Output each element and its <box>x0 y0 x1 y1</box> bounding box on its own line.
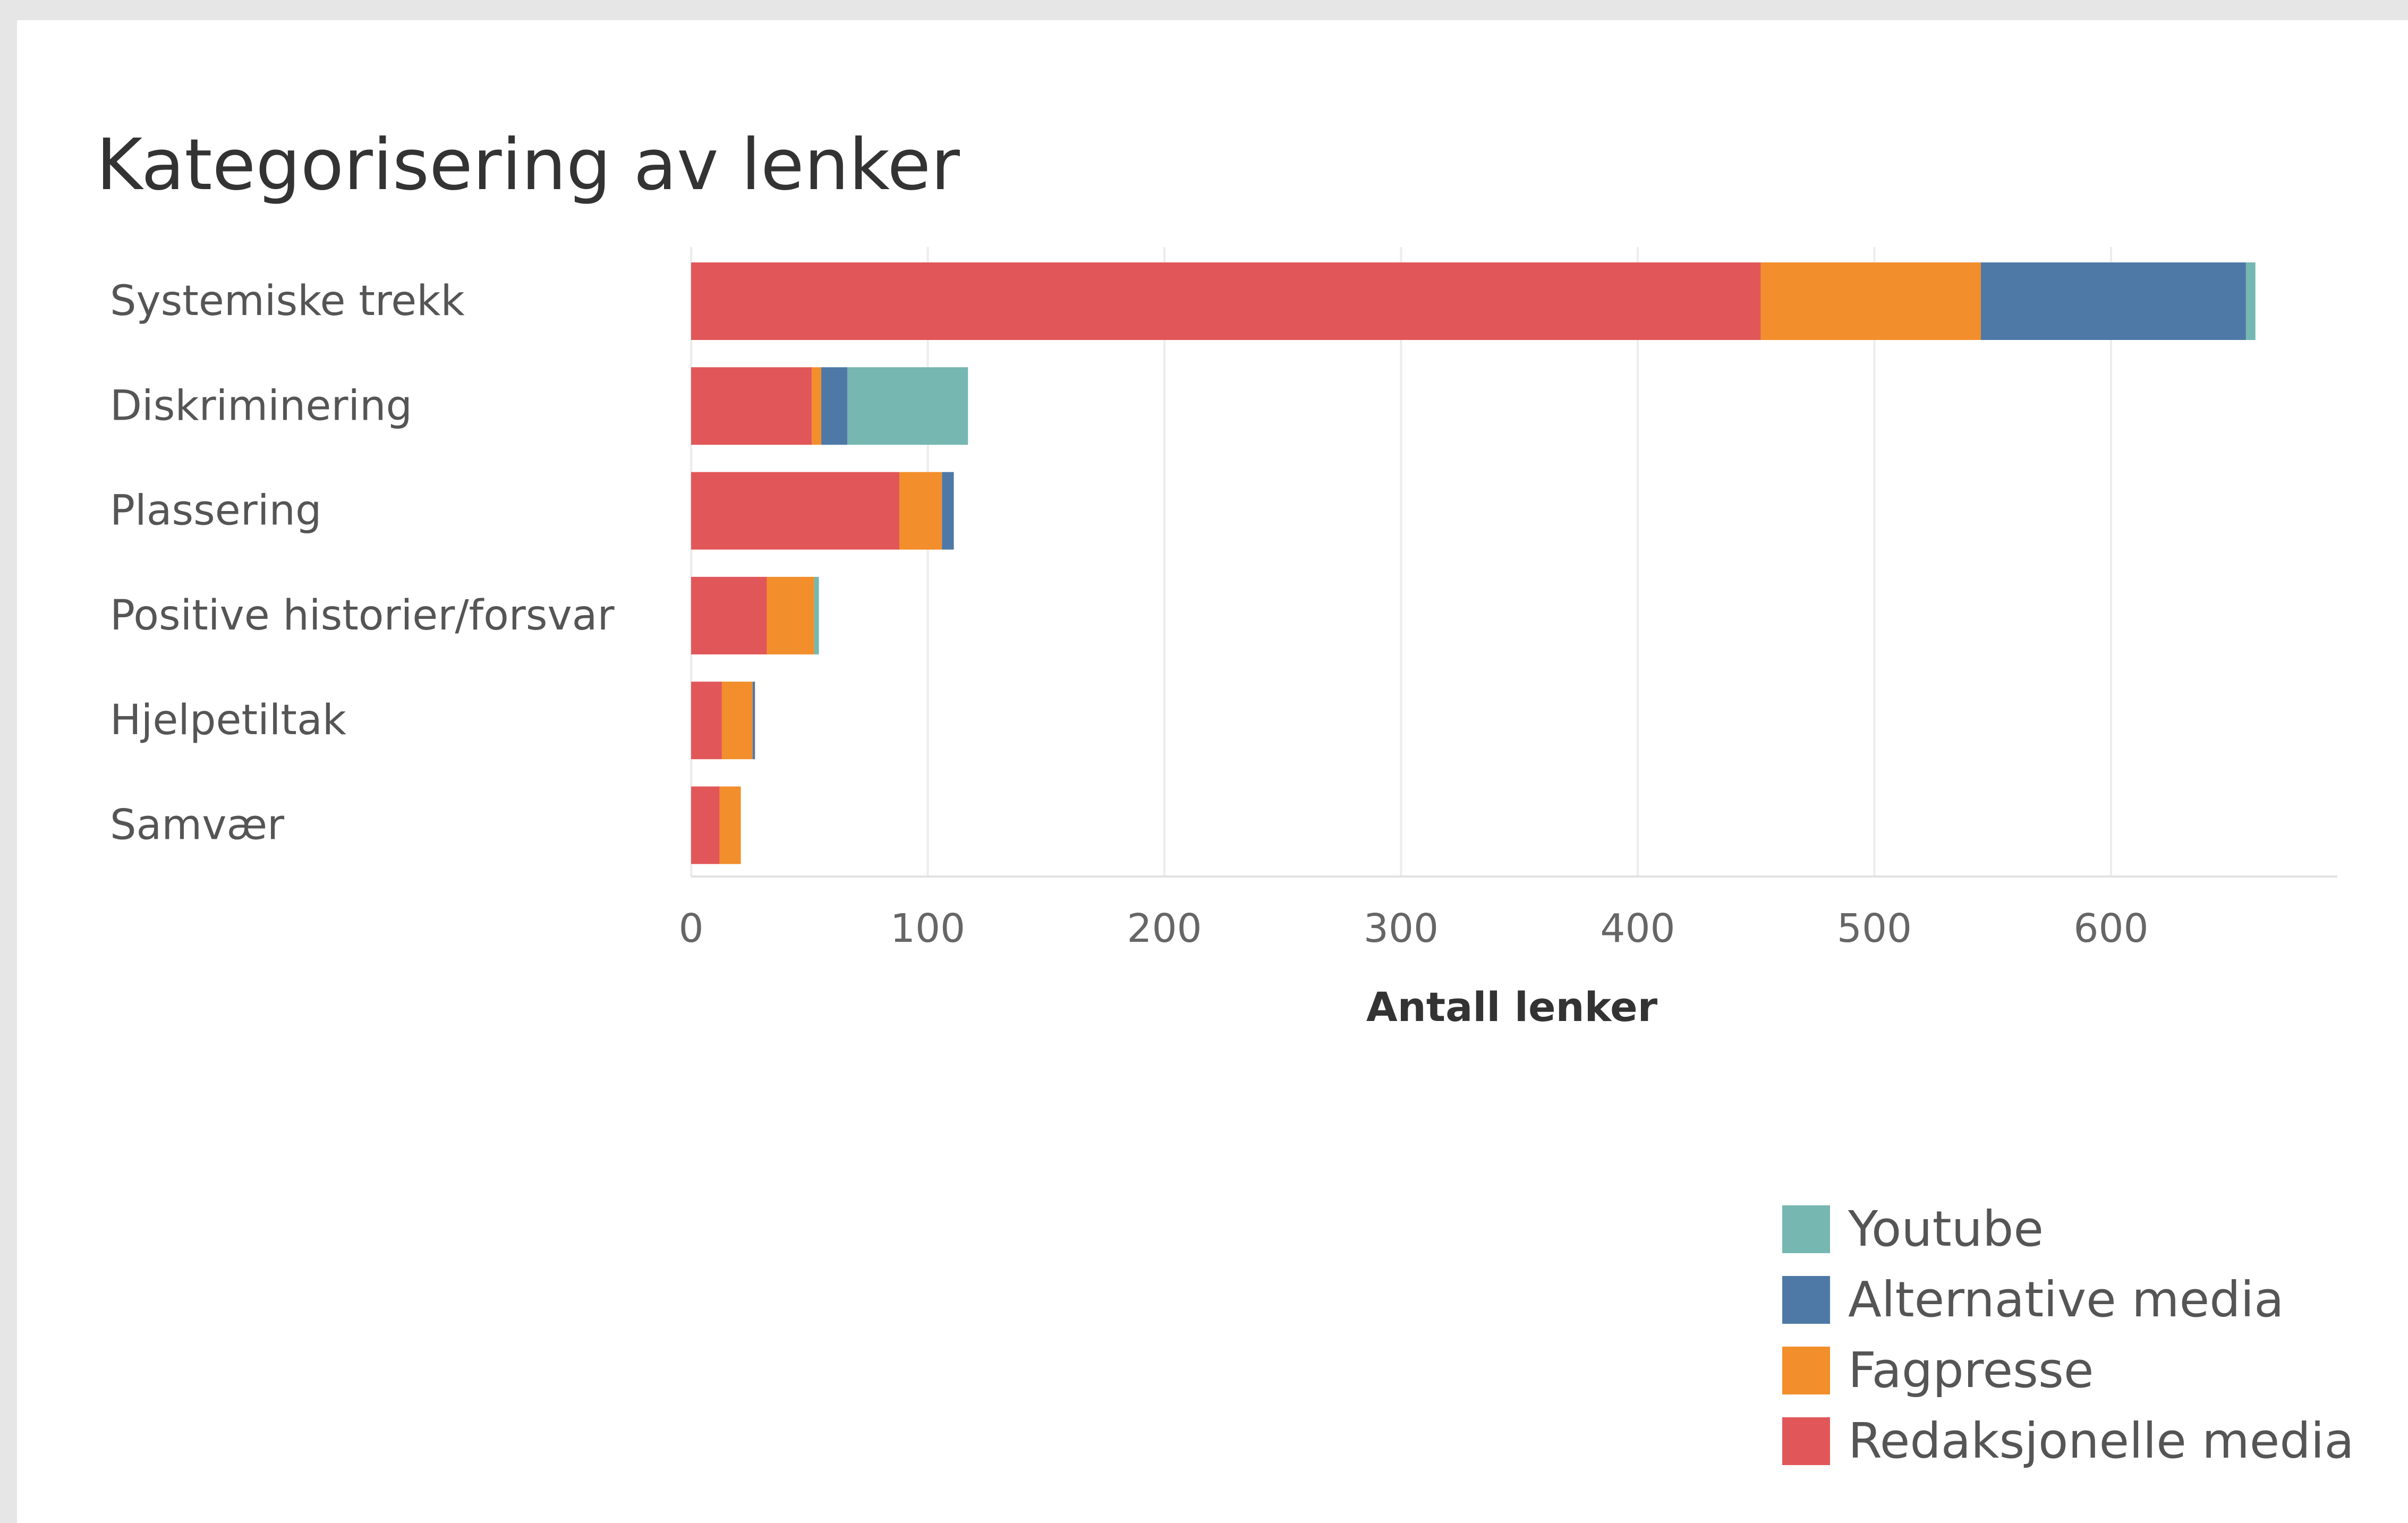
bar-segment-fagpresse[interactable] <box>812 367 822 445</box>
x-tick-label: 500 <box>1837 906 1912 951</box>
legend-label: Fagpresse <box>1848 1342 2094 1399</box>
bar-segment-redaksjonelle-media[interactable] <box>691 682 722 760</box>
legend-label: Alternative media <box>1848 1271 2284 1328</box>
x-tick-label: 300 <box>1364 906 1439 951</box>
bar-segment-alternative-media[interactable] <box>942 472 954 550</box>
x-tick-label: 0 <box>678 906 703 951</box>
category-label: Samvær <box>110 802 285 849</box>
bar-segment-youtube[interactable] <box>847 367 968 445</box>
bar-segment-redaksjonelle-media[interactable] <box>691 576 767 654</box>
chart-title: Kategorisering av lenker <box>96 124 960 206</box>
legend: Youtube Alternative media Fagpresse Redaksj… <box>1782 1194 2354 1476</box>
legend-swatch <box>1782 1417 1830 1465</box>
x-axis-title: Antall lenker <box>1366 983 1658 1031</box>
bar-segment-redaksjonelle-media[interactable] <box>691 472 900 550</box>
legend-item[interactable]: Youtube <box>1782 1194 2354 1264</box>
x-axis-ticks: 0 100 200 300 400 500 600 <box>678 906 2148 951</box>
legend-swatch <box>1782 1205 1830 1253</box>
bar-segment-fagpresse[interactable] <box>719 786 741 864</box>
bar-segment-redaksjonelle-media[interactable] <box>691 786 720 864</box>
bar-segment-redaksjonelle-media[interactable] <box>691 367 812 445</box>
category-label: Hjelpetiltak <box>110 696 346 744</box>
category-label: Plassering <box>110 487 321 535</box>
x-tick-label: 100 <box>890 906 965 951</box>
category-label: Positive historier/forsvar <box>110 592 615 640</box>
legend-swatch <box>1782 1275 1830 1324</box>
bar-segment-redaksjonelle-media[interactable] <box>691 262 1761 340</box>
bar-segment-alternative-media[interactable] <box>752 682 755 760</box>
category-label: Diskriminering <box>110 382 412 430</box>
bar-segment-alternative-media[interactable] <box>1980 262 2246 340</box>
legend-label: Redaksjonelle media <box>1848 1413 2354 1469</box>
grid-lines <box>690 247 2337 878</box>
bar-segment-fagpresse[interactable] <box>1760 262 1981 340</box>
legend-item[interactable]: Alternative media <box>1782 1264 2354 1335</box>
bar-segment-youtube[interactable] <box>2245 262 2256 340</box>
legend-swatch <box>1782 1346 1830 1394</box>
x-tick-label: 200 <box>1127 906 1202 951</box>
bar-segment-fagpresse[interactable] <box>899 472 942 550</box>
bar-segment-fagpresse[interactable] <box>721 682 753 760</box>
bars <box>691 262 2256 864</box>
bar-segment-fagpresse[interactable] <box>767 576 814 654</box>
category-label: Systemiske trekk <box>110 277 465 325</box>
x-tick-label: 400 <box>1600 906 1675 951</box>
bar-segment-alternative-media[interactable] <box>821 367 848 445</box>
bar-segment-youtube[interactable] <box>814 576 819 654</box>
x-tick-label: 600 <box>2073 906 2148 951</box>
legend-item[interactable]: Redaksjonelle media <box>1782 1406 2354 1476</box>
legend-item[interactable]: Fagpresse <box>1782 1335 2354 1406</box>
category-labels: Systemiske trekk Diskriminering Plassering… <box>110 277 615 849</box>
legend-label: Youtube <box>1848 1201 2044 1257</box>
